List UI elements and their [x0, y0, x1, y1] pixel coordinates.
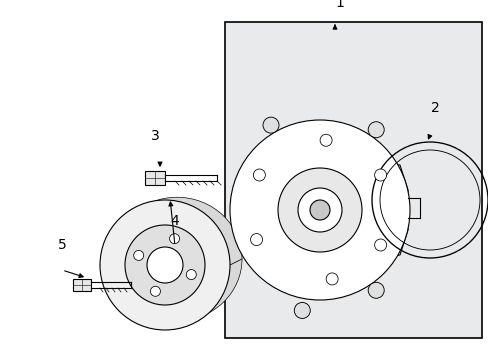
Circle shape — [309, 200, 329, 220]
Circle shape — [250, 234, 262, 246]
Circle shape — [367, 282, 384, 298]
Text: 4: 4 — [170, 214, 179, 228]
Circle shape — [253, 169, 265, 181]
Circle shape — [374, 239, 386, 251]
Circle shape — [294, 145, 404, 255]
Circle shape — [278, 168, 361, 252]
Text: 2: 2 — [430, 101, 439, 115]
Circle shape — [169, 234, 179, 244]
Bar — [145, 171, 164, 185]
Text: 5: 5 — [58, 238, 66, 252]
Circle shape — [125, 225, 204, 305]
Circle shape — [263, 117, 279, 133]
Bar — [73, 279, 91, 291]
Circle shape — [100, 200, 229, 330]
Text: 3: 3 — [150, 129, 159, 143]
Circle shape — [186, 270, 196, 280]
Circle shape — [374, 169, 386, 181]
Text: 1: 1 — [335, 0, 344, 10]
Circle shape — [367, 122, 384, 138]
Ellipse shape — [112, 197, 242, 321]
Circle shape — [229, 120, 409, 300]
Circle shape — [147, 247, 183, 283]
Bar — [224, 22, 481, 338]
Circle shape — [150, 286, 160, 296]
Circle shape — [133, 251, 143, 260]
Polygon shape — [325, 155, 407, 265]
Circle shape — [320, 134, 331, 146]
Circle shape — [325, 273, 338, 285]
Circle shape — [294, 302, 310, 319]
Circle shape — [297, 188, 341, 232]
